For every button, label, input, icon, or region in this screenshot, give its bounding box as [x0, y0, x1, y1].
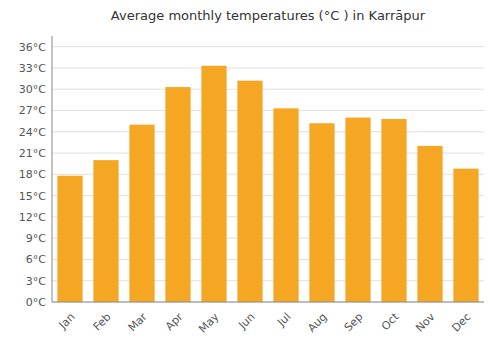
y-tick-label: 24°C [19, 126, 46, 139]
bar [309, 123, 334, 302]
bar [129, 125, 154, 302]
x-tick-label: Aug [305, 310, 329, 334]
x-tick-label: Mar [126, 310, 150, 334]
bar [453, 169, 478, 302]
y-tick-label: 18°C [19, 168, 46, 181]
y-tick-label: 6°C [26, 253, 46, 266]
bars [57, 66, 478, 302]
chart: Average monthly temperatures (°C ) in Ka… [0, 0, 500, 350]
grid-line [52, 302, 484, 303]
y-tick-label: 36°C [19, 41, 46, 54]
x-tick-label: Oct [379, 310, 402, 333]
x-axis [52, 302, 484, 303]
bar [57, 176, 82, 302]
x-tick-label: Apr [163, 310, 186, 333]
bar [381, 119, 406, 302]
bar [93, 160, 118, 302]
bar [237, 81, 262, 302]
x-tick-label: May [196, 310, 222, 336]
x-tick-label: Dec [449, 310, 473, 334]
y-tick-label: 27°C [19, 104, 46, 117]
y-tick-label: 30°C [19, 83, 46, 96]
grid-line [52, 89, 484, 90]
grid [52, 47, 484, 302]
x-tick-label: Jan [56, 310, 78, 332]
grid-line [52, 46, 484, 47]
grid-line [52, 110, 484, 111]
y-tick-label: 3°C [26, 275, 46, 288]
title: Average monthly temperatures (°C ) in Ka… [111, 8, 426, 23]
x-tick-label: Sep [342, 310, 366, 334]
bar [273, 108, 298, 302]
grid-line [52, 131, 484, 132]
y-tick-label: 33°C [19, 62, 46, 75]
bar [165, 87, 190, 302]
y-tick-label: 0°C [26, 296, 46, 309]
grid-line [52, 67, 484, 68]
x-tick-label: Jun [236, 310, 258, 332]
y-tick-label: 21°C [19, 147, 46, 160]
x-tick-label: Feb [91, 310, 114, 333]
bar [345, 118, 370, 302]
bar [201, 66, 226, 302]
y-axis [52, 36, 53, 302]
y-tick-label: 15°C [19, 190, 46, 203]
y-tick-label: 9°C [26, 232, 46, 245]
x-tick-label: Jul [274, 310, 293, 329]
y-tick-label: 12°C [19, 211, 46, 224]
x-tick-label: Nov [413, 310, 438, 335]
bar [417, 146, 442, 302]
